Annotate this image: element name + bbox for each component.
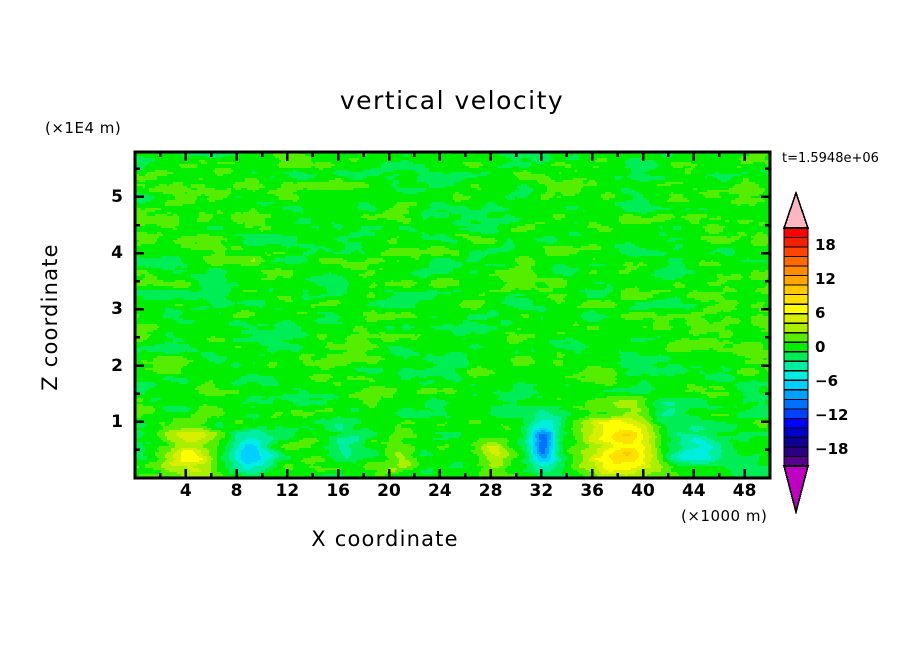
y-tick-label-4: 4	[111, 243, 123, 264]
x-tick-label-8: 8	[230, 481, 243, 501]
colorbar	[782, 190, 810, 516]
x-tick-label-16: 16	[326, 481, 351, 501]
colorbar-band	[783, 446, 809, 458]
colorbar-band	[783, 322, 809, 334]
colorbar-tick-label--12: −12	[815, 406, 849, 424]
y-tick-label-3: 3	[111, 299, 123, 320]
colorbar-band	[783, 436, 809, 448]
colorbar-band	[783, 360, 809, 372]
colorbar-band	[783, 236, 809, 249]
y-axis-unit-label: (×1E4 m)	[45, 119, 122, 137]
colorbar-tick-label-6: 6	[815, 304, 826, 322]
colorbar-tick-label-12: 12	[815, 270, 836, 288]
tick-layer	[135, 152, 770, 478]
colorbar-band	[783, 227, 809, 239]
colorbar-band	[783, 313, 809, 325]
colorbar-band	[783, 246, 809, 258]
x-tick-label-24: 24	[427, 481, 452, 501]
x-tick-label-36: 36	[580, 481, 605, 501]
x-tick-label-48: 48	[732, 481, 757, 501]
colorbar-band	[783, 294, 809, 306]
x-axis-title: X coordinate	[311, 527, 459, 551]
colorbar-band	[783, 398, 809, 410]
colorbar-over-arrow	[782, 190, 810, 229]
colorbar-tick-label--6: −6	[815, 372, 839, 390]
colorbar-band	[783, 265, 809, 277]
colorbar-band	[783, 370, 809, 382]
colorbar-under-arrow	[782, 465, 810, 516]
colorbar-band	[783, 332, 809, 344]
colorbar-band	[783, 341, 809, 353]
x-axis-unit-label: (×1000 m)	[681, 507, 768, 525]
x-tick-label-28: 28	[478, 481, 503, 501]
colorbar-tick-label-0: 0	[815, 338, 826, 356]
colorbar-band	[783, 427, 809, 439]
colorbar-band	[783, 303, 809, 315]
chart-title: vertical velocity	[339, 86, 565, 115]
x-tick-label-4: 4	[179, 481, 192, 501]
y-tick-label-5: 5	[111, 186, 123, 207]
colorbar-tick-label-18: 18	[815, 236, 836, 254]
colorbar-band	[783, 379, 809, 391]
contour-band-layer	[135, 152, 770, 478]
x-tick-label-12: 12	[275, 481, 300, 501]
colorbar-band	[783, 389, 809, 401]
colorbar-band	[783, 284, 809, 296]
y-tick-label-1: 1	[111, 411, 123, 432]
colorbar-band	[783, 351, 809, 363]
colorbar-band	[783, 275, 809, 287]
timestamp-annotation: t=1.5948e+06	[782, 151, 879, 166]
colorbar-tick-label--18: −18	[815, 440, 849, 458]
colorbar-band	[783, 255, 809, 268]
x-tick-label-44: 44	[681, 481, 706, 501]
colorbar-band	[783, 417, 809, 429]
x-tick-label-40: 40	[631, 481, 655, 501]
colorbar-band	[783, 455, 809, 468]
x-tick-label-32: 32	[529, 481, 554, 501]
colorbar-band	[783, 408, 809, 420]
y-tick-label-2: 2	[111, 355, 123, 376]
plot-frame	[133, 150, 772, 480]
x-tick-label-20: 20	[377, 481, 401, 501]
